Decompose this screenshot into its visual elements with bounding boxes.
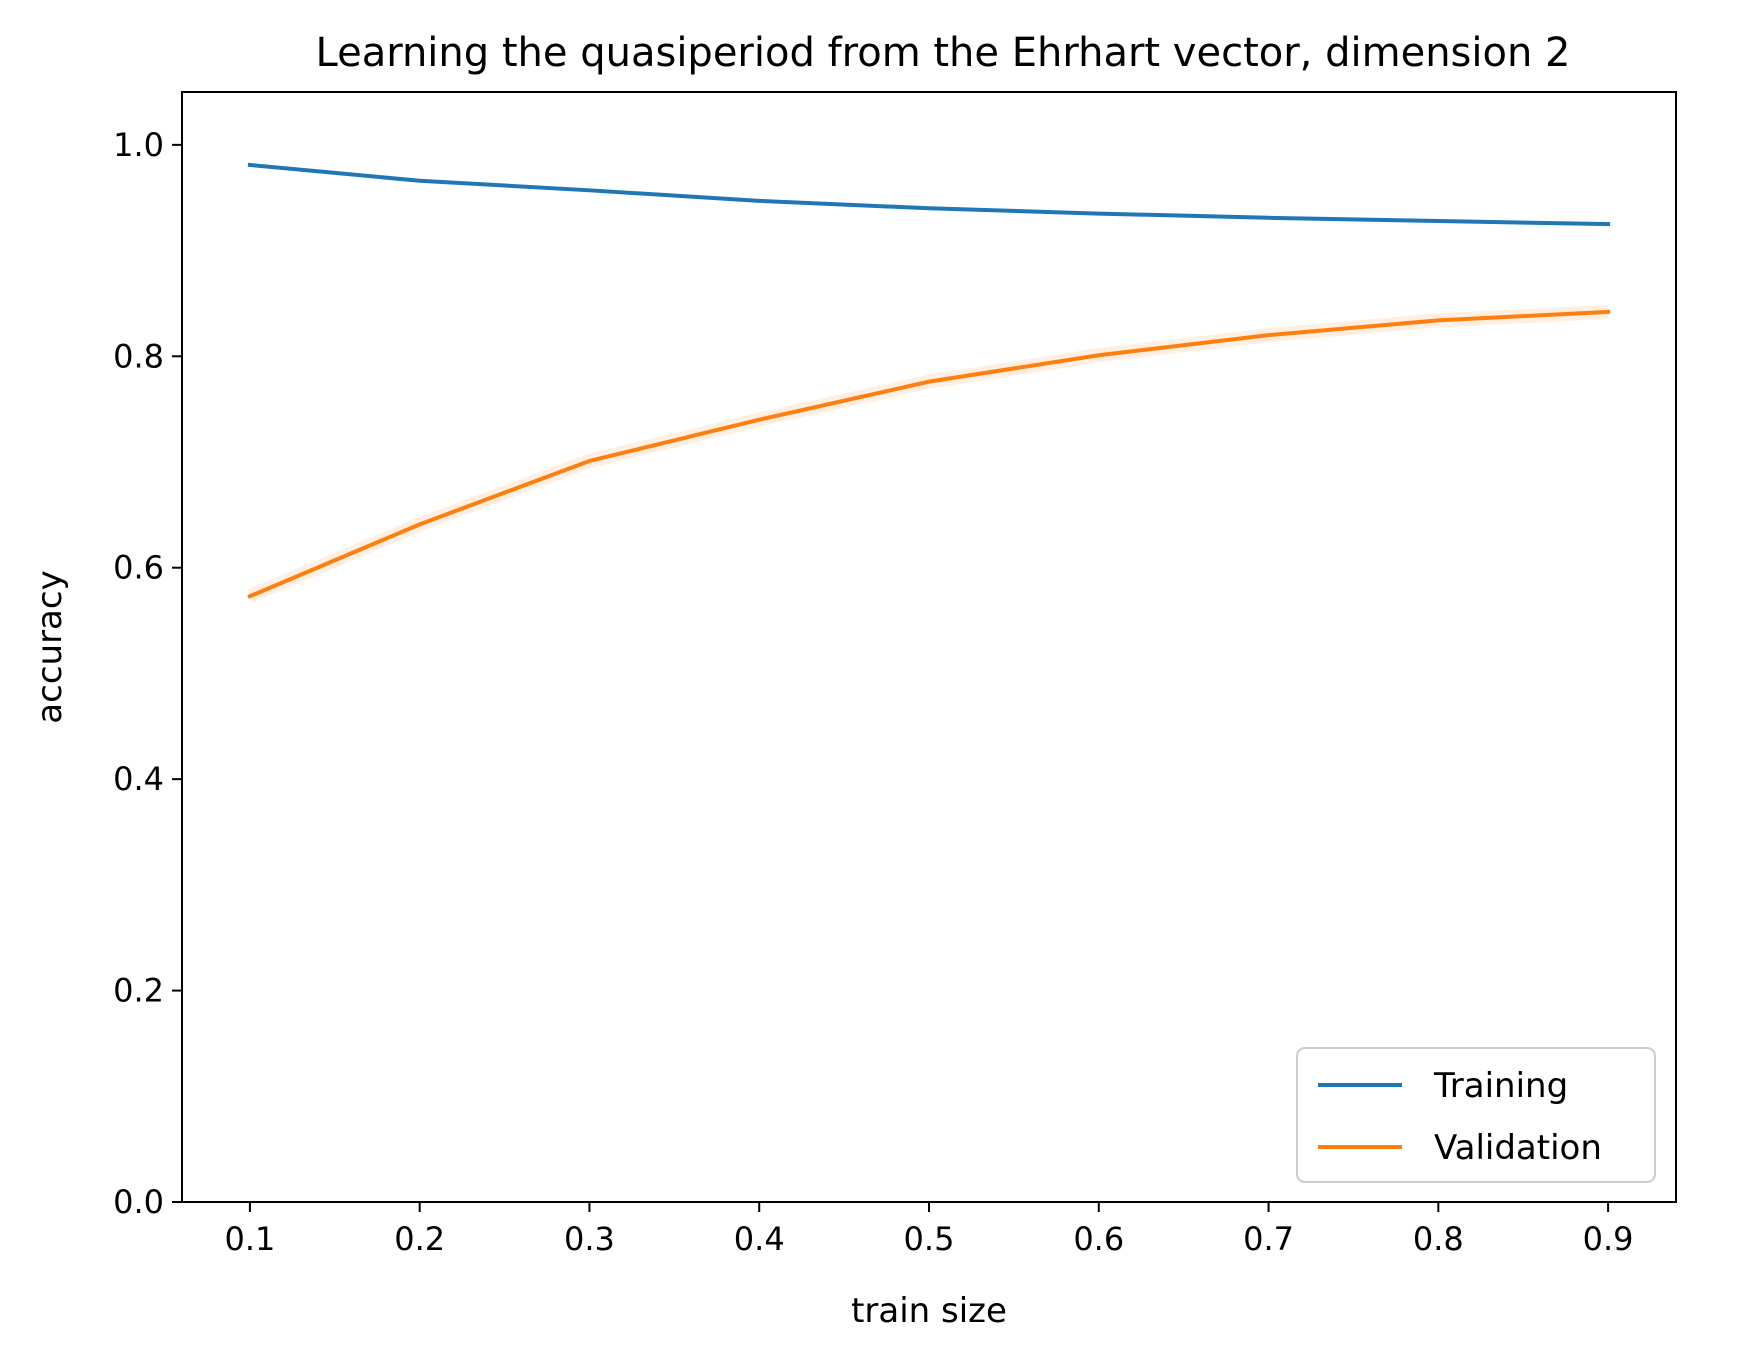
x-tick-label: 0.9 — [1583, 1220, 1634, 1258]
y-axis-label: accuracy — [30, 570, 70, 723]
x-tick-label: 0.2 — [394, 1220, 445, 1258]
x-axis-ticks: 0.1 0.2 0.3 0.4 0.5 0.6 0.7 0.8 0.9 — [224, 1202, 1634, 1258]
y-tick-label: 0.4 — [113, 760, 164, 798]
x-tick-label: 0.5 — [904, 1220, 955, 1258]
y-tick-label: 1.0 — [113, 126, 164, 164]
y-tick-label: 0.6 — [113, 549, 164, 587]
chart-title: Learning the quasiperiod from the Ehrhar… — [316, 30, 1571, 76]
y-axis-ticks: 0.0 0.2 0.4 0.6 0.8 1.0 — [113, 126, 182, 1221]
legend-entries: Training Validation — [1318, 1066, 1602, 1168]
series-line-validation — [247, 309, 1611, 599]
x-tick-label: 0.7 — [1243, 1220, 1294, 1258]
x-axis-label: train size — [851, 1291, 1007, 1331]
legend-label-validation: Validation — [1434, 1128, 1602, 1168]
x-tick-label: 0.8 — [1413, 1220, 1464, 1258]
x-tick-label: 0.3 — [564, 1220, 615, 1258]
y-tick-label: 0.2 — [113, 972, 164, 1010]
y-tick-label: 0.8 — [113, 337, 164, 375]
plot-area — [181, 91, 1677, 1203]
x-tick-label: 0.4 — [734, 1220, 785, 1258]
x-tick-label: 0.6 — [1073, 1220, 1124, 1258]
legend: Training Validation — [1296, 1047, 1656, 1183]
legend-label-training: Training — [1433, 1066, 1568, 1106]
y-tick-label: 0.0 — [113, 1183, 164, 1221]
series-layer — [247, 162, 1611, 603]
series-line-training — [247, 162, 1611, 227]
x-tick-label: 0.1 — [224, 1220, 275, 1258]
